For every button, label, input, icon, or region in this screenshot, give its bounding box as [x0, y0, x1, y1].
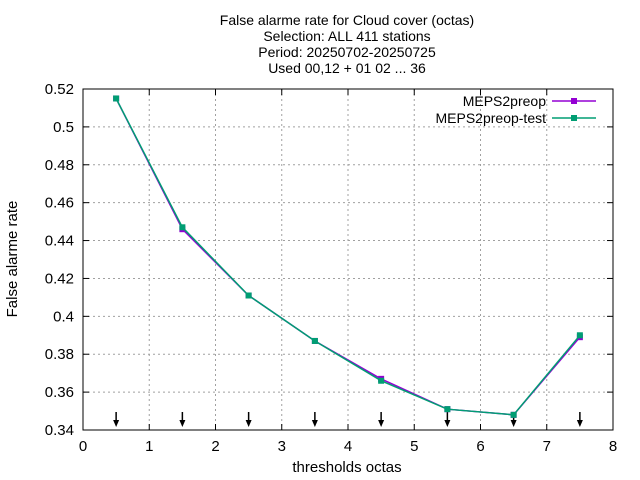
y-tick-label: 0.38 — [45, 346, 74, 363]
y-axis-label: False alarme rate — [4, 201, 21, 318]
data-point — [113, 95, 120, 102]
legend-label: MEPS2preop-test — [436, 110, 547, 126]
x-tick-label: 2 — [211, 438, 219, 455]
x-tick-label: 3 — [278, 438, 286, 455]
chart-title: False alarme rate for Cloud cover (octas… — [220, 12, 474, 76]
legend-entry: MEPS2preop-test — [436, 110, 596, 126]
data-point — [245, 292, 252, 299]
threshold-arrow — [113, 412, 120, 427]
data-point — [311, 337, 318, 344]
y-tick-label: 0.36 — [45, 384, 74, 401]
x-tick-label: 0 — [79, 438, 87, 455]
title-line-1: False alarme rate for Cloud cover (octas… — [220, 12, 474, 28]
threshold-arrow-head — [179, 420, 186, 427]
y-tick-label: 0.48 — [45, 157, 74, 174]
x-tick-label: 1 — [145, 438, 153, 455]
legend-swatch-marker — [571, 115, 577, 121]
y-tick-label: 0.44 — [45, 233, 74, 250]
threshold-arrows — [113, 412, 583, 427]
threshold-arrow — [245, 412, 252, 427]
x-tick-label: 7 — [543, 438, 551, 455]
title-line-2: Selection: ALL 411 stations — [263, 28, 430, 44]
series-line — [115, 98, 581, 416]
axis-ticks: 0 1 2 3 4 5 6 7 8 0.34 0.36 0.38 0.4 0.42 0.44 0.46 0.48… — [45, 81, 617, 455]
legend-label: MEPS2preop — [463, 93, 546, 109]
threshold-arrow-head — [378, 420, 385, 427]
threshold-arrow-head — [444, 420, 451, 427]
threshold-arrow-head — [510, 420, 517, 427]
data-point — [179, 224, 186, 231]
threshold-arrow — [378, 412, 385, 427]
data-point — [444, 406, 451, 413]
legend-swatch-marker — [571, 98, 577, 104]
title-line-4: Used 00,12 + 01 02 ... 36 — [268, 60, 426, 76]
threshold-arrow — [576, 412, 583, 427]
x-tick-label: 6 — [476, 438, 484, 455]
data-point — [378, 377, 385, 384]
y-tick-label: 0.42 — [45, 270, 74, 287]
y-tick-label: 0.4 — [53, 308, 74, 325]
threshold-arrow-head — [576, 420, 583, 427]
series-2 — [113, 95, 583, 418]
x-axis-label: thresholds octas — [292, 459, 401, 476]
title-line-3: Period: 20250702-20250725 — [258, 44, 436, 60]
x-tick-label: 8 — [609, 438, 617, 455]
x-tick-label: 4 — [344, 438, 352, 455]
threshold-arrow-head — [113, 420, 120, 427]
y-tick-label: 0.34 — [45, 422, 74, 439]
legend-entry: MEPS2preop — [463, 93, 596, 109]
y-tick-label: 0.5 — [53, 119, 74, 136]
threshold-arrow-head — [245, 420, 252, 427]
y-tick-label: 0.46 — [45, 195, 74, 212]
threshold-arrow-head — [311, 420, 318, 427]
grid — [83, 89, 613, 430]
threshold-arrow — [311, 412, 318, 427]
threshold-arrow — [179, 412, 186, 427]
y-tick-label: 0.52 — [45, 81, 74, 98]
threshold-arrow — [444, 412, 451, 427]
data-point — [510, 411, 517, 418]
data-point — [576, 332, 583, 339]
series-lines — [113, 95, 583, 418]
x-tick-label: 5 — [410, 438, 418, 455]
plot-frame — [82, 88, 614, 431]
